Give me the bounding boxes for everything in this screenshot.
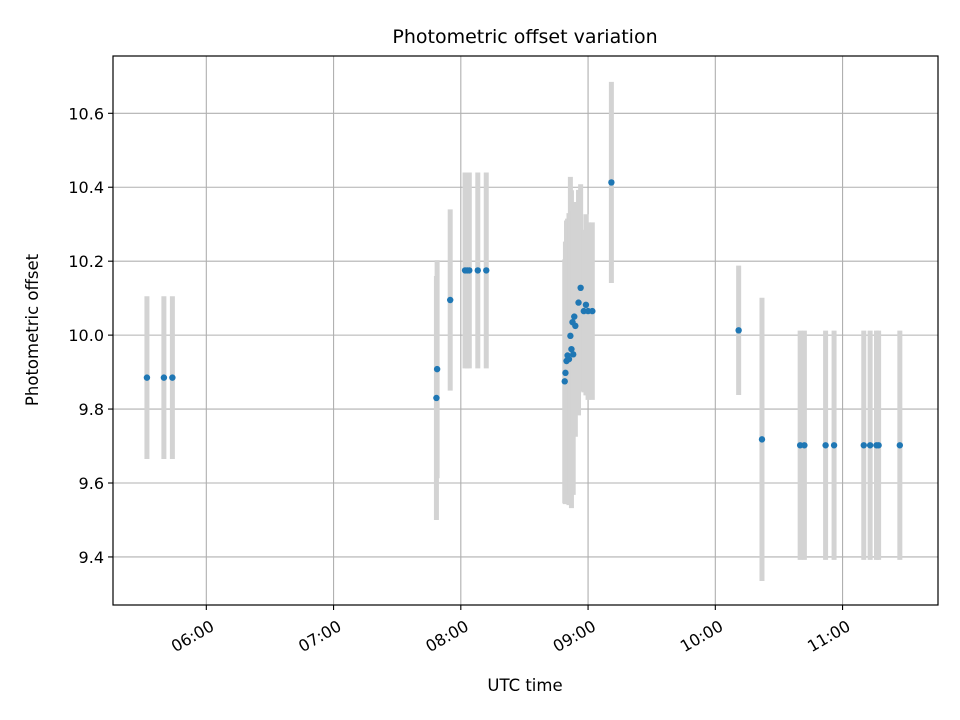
data-point xyxy=(169,374,176,381)
data-point xyxy=(589,307,596,315)
y-tick-label: 9.8 xyxy=(79,400,104,419)
data-point xyxy=(830,442,838,449)
data-point xyxy=(474,267,481,274)
x-tick-label: 08:00 xyxy=(422,616,471,656)
data-point xyxy=(577,284,584,291)
y-axis-label: Photometric offset xyxy=(23,253,42,406)
grid xyxy=(113,56,938,605)
data-point xyxy=(572,322,579,330)
data-point xyxy=(860,442,867,449)
data-point xyxy=(447,296,454,304)
data-point xyxy=(875,442,882,449)
data-point xyxy=(575,299,582,306)
data-point xyxy=(433,394,440,402)
data-point xyxy=(143,374,151,381)
data-point xyxy=(160,374,168,381)
data-point xyxy=(582,301,590,309)
x-tick-label: 09:00 xyxy=(550,616,599,656)
data-point xyxy=(483,267,490,274)
data-point xyxy=(608,179,615,186)
data-point xyxy=(735,327,742,334)
data-points xyxy=(143,179,904,449)
data-point xyxy=(567,332,574,340)
y-tick-label: 9.6 xyxy=(79,474,104,493)
data-point xyxy=(758,436,766,443)
data-point xyxy=(561,378,568,385)
data-point xyxy=(568,345,575,353)
data-point xyxy=(571,313,578,320)
chart-title: Photometric offset variation xyxy=(392,26,657,48)
y-tick-label: 10.0 xyxy=(68,326,104,345)
y-tick-label: 10.6 xyxy=(68,104,104,123)
y-tick-label: 10.4 xyxy=(68,178,104,197)
data-point xyxy=(801,442,808,449)
data-point xyxy=(433,365,441,373)
x-tick-label: 06:00 xyxy=(168,616,217,656)
data-point xyxy=(896,442,904,449)
x-axis-label: UTC time xyxy=(487,676,562,695)
y-tick-label: 10.2 xyxy=(68,252,104,271)
x-tick-label: 10:00 xyxy=(677,616,726,656)
data-point xyxy=(565,355,573,363)
data-point xyxy=(562,369,569,377)
x-tick-label: 07:00 xyxy=(295,616,344,656)
plot-frame xyxy=(112,55,939,606)
data-point xyxy=(466,267,473,274)
data-point xyxy=(570,351,577,358)
y-tick-label: 9.4 xyxy=(79,548,104,567)
data-point xyxy=(866,442,874,449)
error-bars xyxy=(144,81,903,581)
data-point xyxy=(822,442,829,449)
x-tick-label: 11:00 xyxy=(804,616,853,656)
